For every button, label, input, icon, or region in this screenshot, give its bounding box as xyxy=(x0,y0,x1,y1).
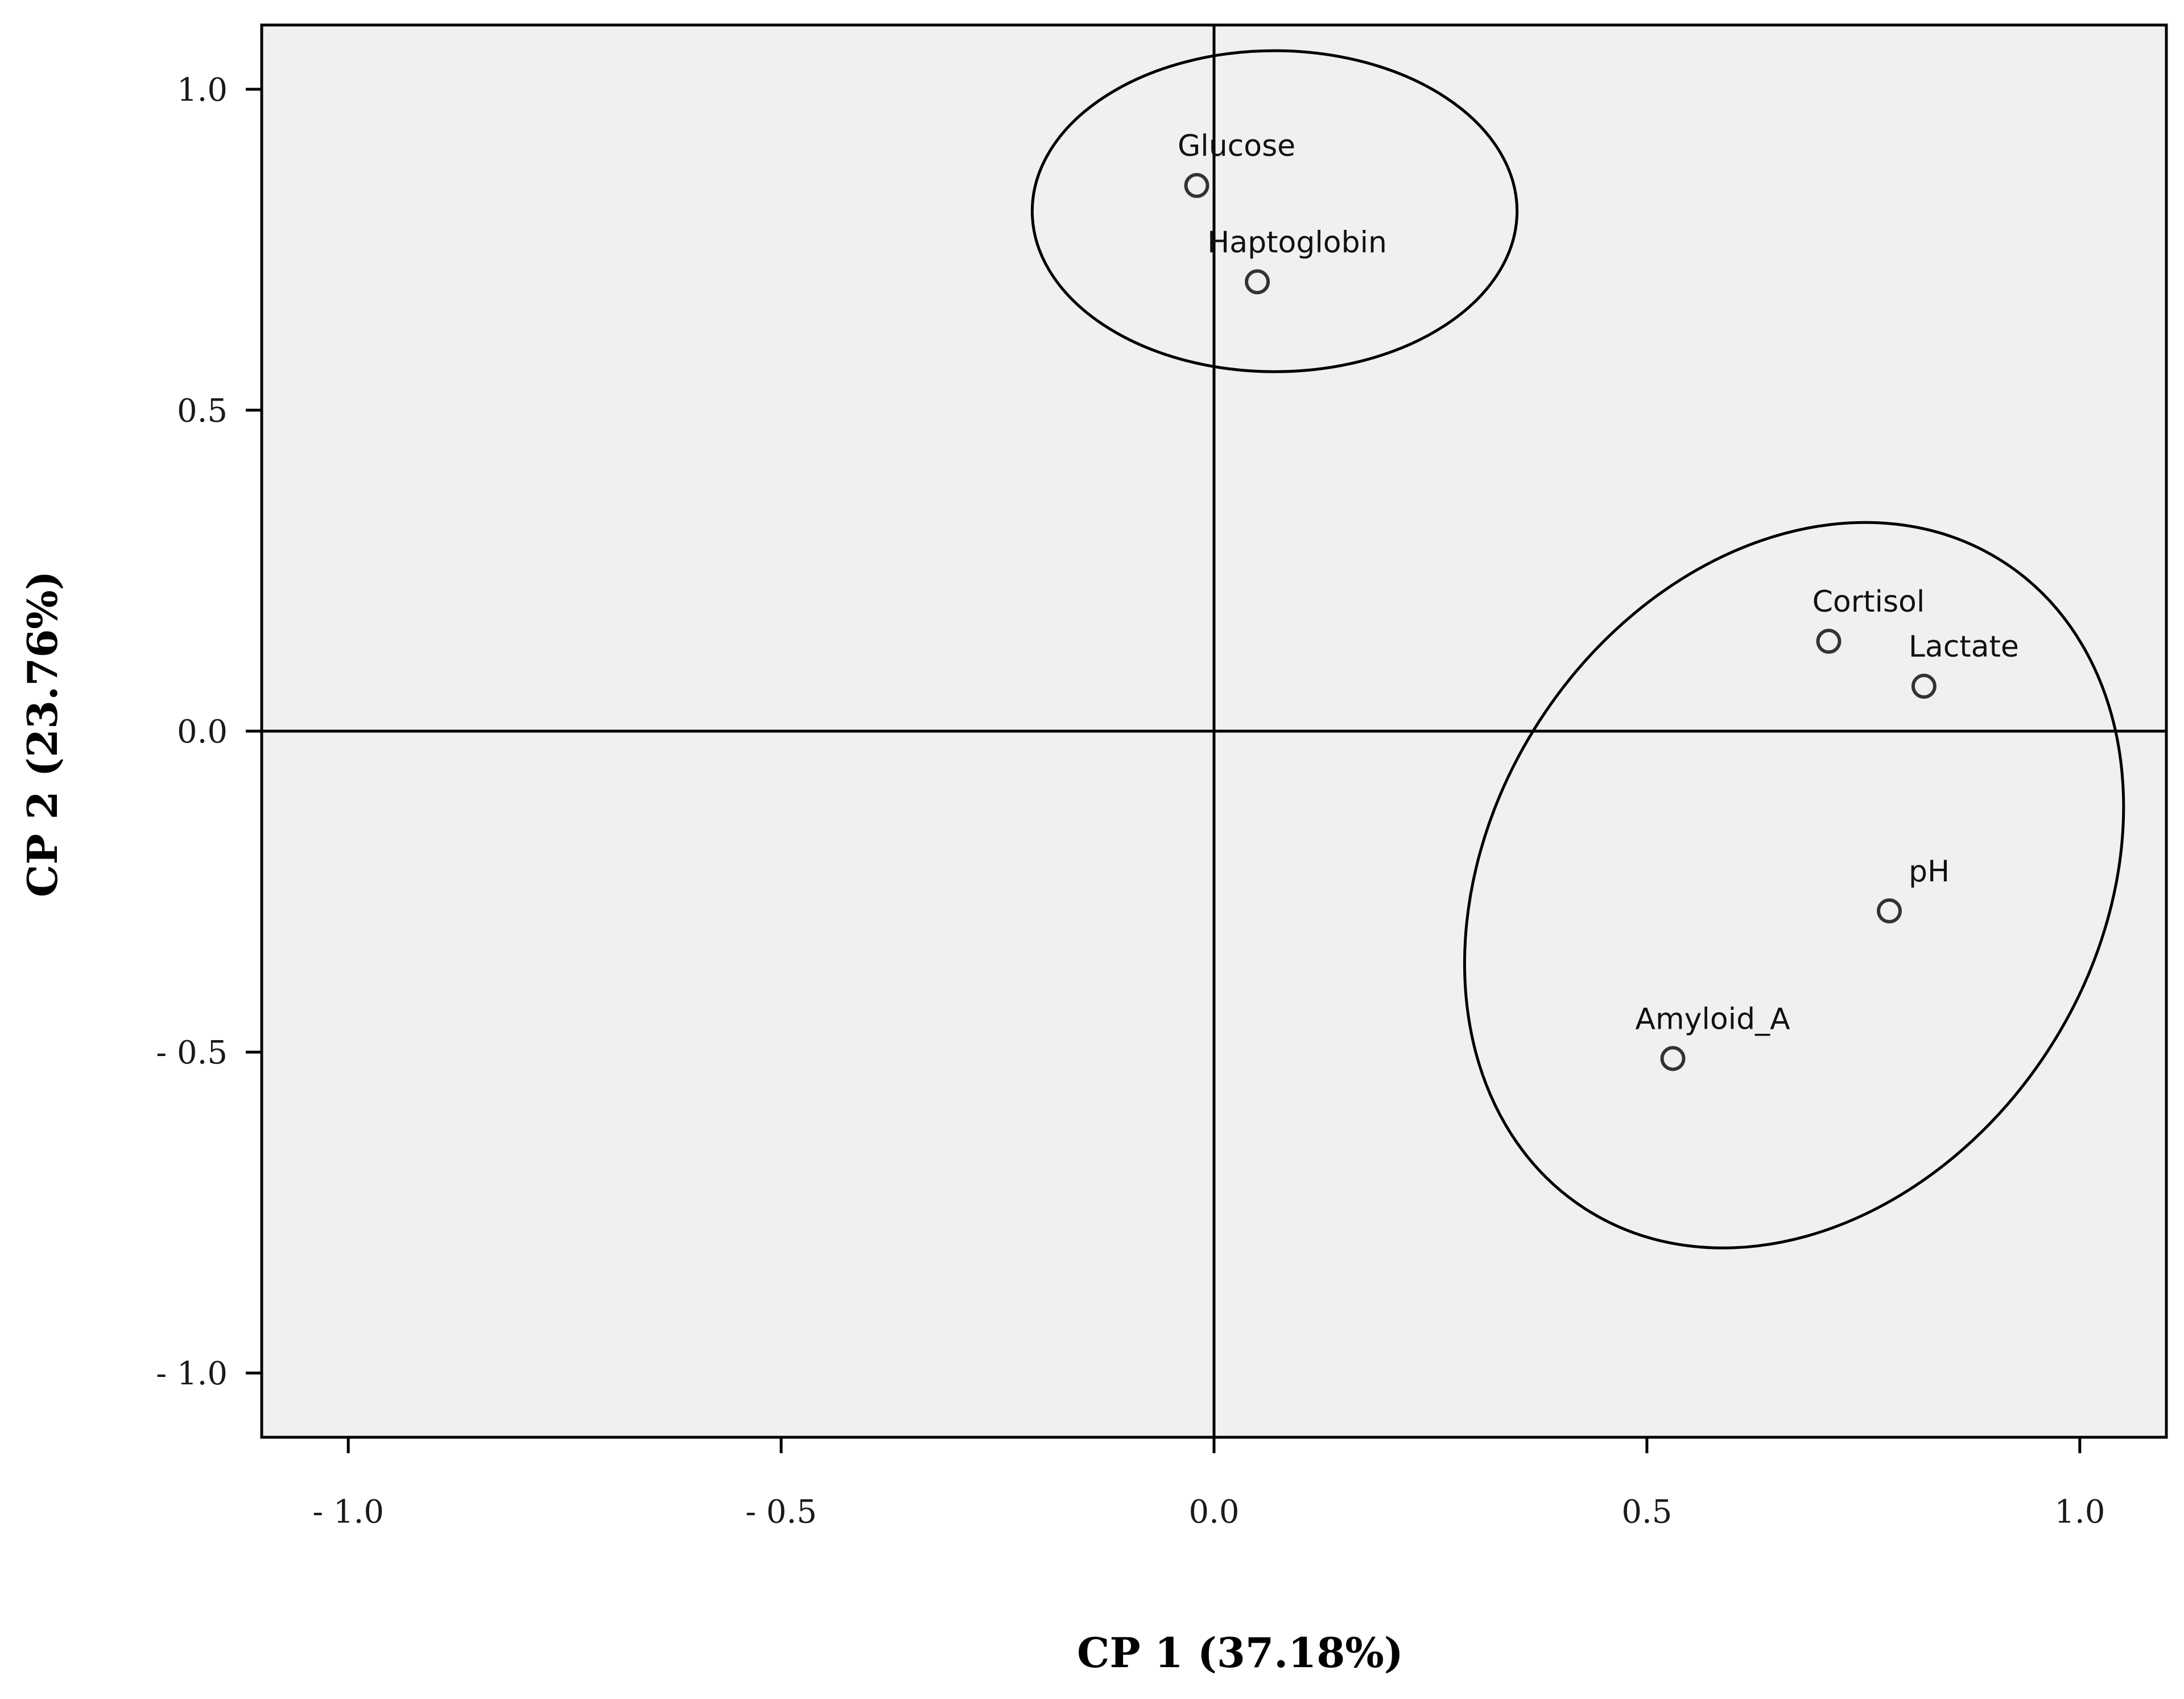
point-cortisol xyxy=(1816,629,1842,654)
group-ellipse-1 xyxy=(1030,49,1519,373)
y-tick-label: 0.5 xyxy=(177,393,228,430)
point-label-amyloid-a: Amyloid_A xyxy=(1635,1002,1790,1036)
point-label-ph: pH xyxy=(1909,855,1950,889)
point-label-cortisol: Cortisol xyxy=(1813,585,1925,619)
y-tick-label: - 1.0 xyxy=(156,1355,228,1392)
point-haptoglobin xyxy=(1245,269,1270,295)
point-glucose xyxy=(1184,173,1209,199)
y-tick-label: 1.0 xyxy=(177,72,228,109)
y-axis-title: CP 2 (23.76%) xyxy=(18,571,67,897)
x-tick-label: - 0.5 xyxy=(745,1494,817,1531)
point-ph xyxy=(1877,898,1902,923)
x-tick-label: 1.0 xyxy=(2054,1494,2105,1531)
point-label-glucose: Glucose xyxy=(1178,129,1295,163)
point-label-lactate: Lactate xyxy=(1909,630,2019,664)
x-axis-title: CP 1 (37.18%) xyxy=(1077,1628,1403,1677)
group-ellipse-2 xyxy=(1463,521,2125,1249)
point-lactate xyxy=(1911,674,1937,699)
y-tick-label: 0.0 xyxy=(177,714,228,750)
point-label-haptoglobin: Haptoglobin xyxy=(1207,225,1387,259)
x-tick-label: 0.5 xyxy=(1621,1494,1672,1531)
x-tick-label: - 1.0 xyxy=(312,1494,384,1531)
x-axis-ticks: - 1.0 - 0.5 0.0 0.5 1.0 xyxy=(312,1437,2105,1531)
data-points: Glucose Haptoglobin Cortisol Lactate pH Amylo… xyxy=(1178,129,2019,1071)
y-axis-ticks: - 1.0 - 0.5 0.0 0.5 1.0 xyxy=(156,72,262,1392)
y-tick-label: - 0.5 xyxy=(156,1034,228,1071)
point-amyloid-a xyxy=(1660,1046,1686,1071)
group-ellipses xyxy=(1030,49,2125,1249)
x-tick-label: 0.0 xyxy=(1188,1494,1239,1531)
